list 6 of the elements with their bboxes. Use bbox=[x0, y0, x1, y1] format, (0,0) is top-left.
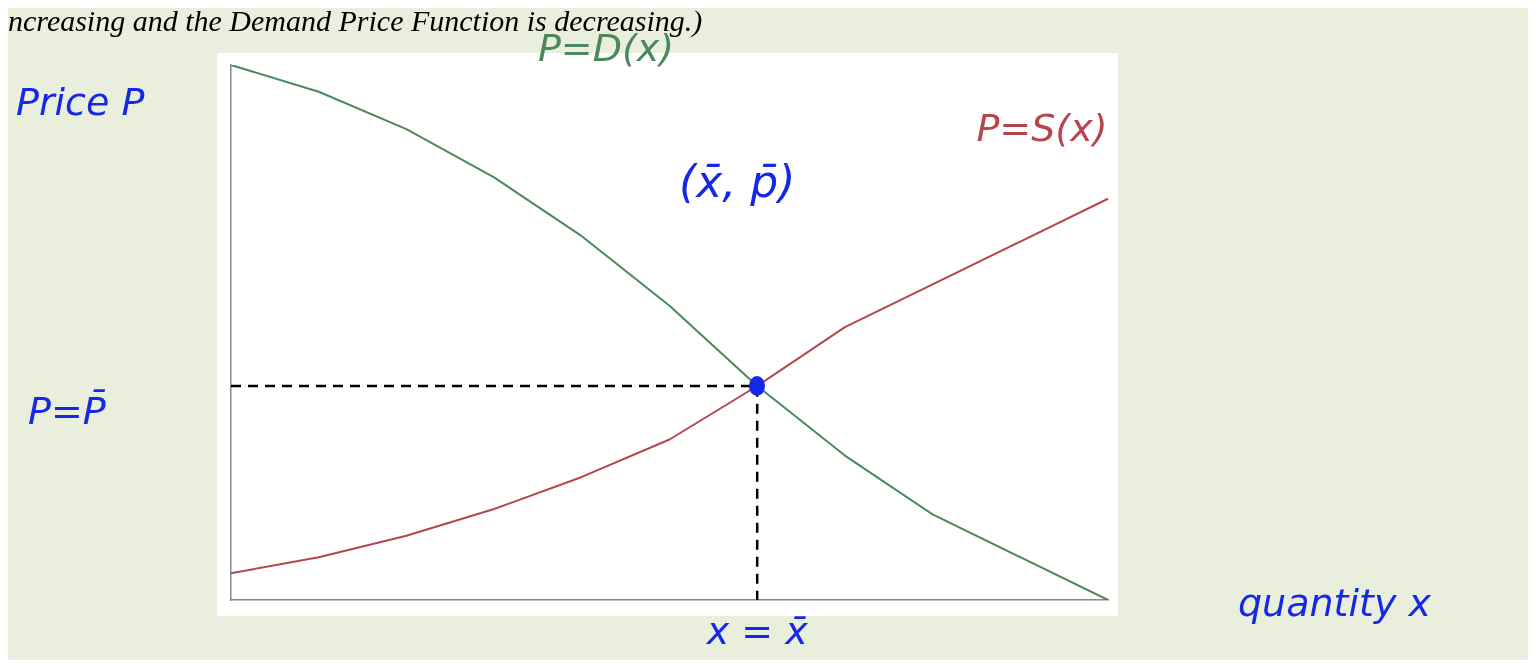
annotation: (x̄, p̄) bbox=[679, 156, 796, 208]
text: x = x̄ bbox=[705, 608, 809, 653]
x-axis-title: quantity x bbox=[1238, 580, 1432, 625]
series-label: P=S(x) bbox=[976, 106, 1108, 151]
y-axis-title: Price P bbox=[16, 79, 145, 124]
text: P=P̄ bbox=[28, 388, 106, 433]
